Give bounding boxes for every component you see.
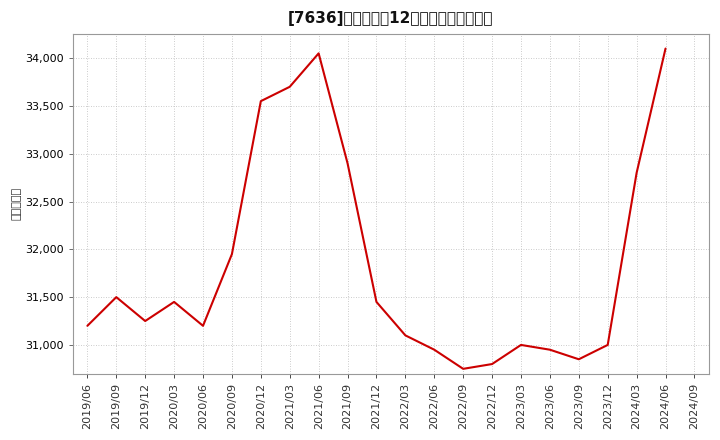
Y-axis label: （百万円）: （百万円） (11, 187, 21, 220)
Title: [7636]　売上高の12か月移動合計の推移: [7636] 売上高の12か月移動合計の推移 (288, 11, 494, 26)
